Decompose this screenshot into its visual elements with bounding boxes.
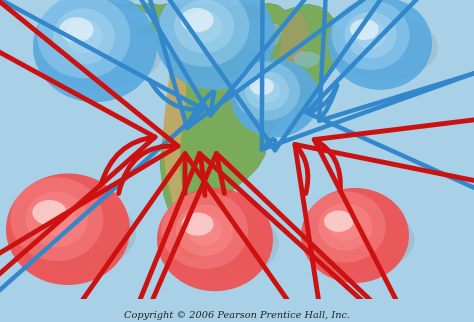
Ellipse shape: [174, 0, 234, 53]
Polygon shape: [293, 52, 320, 68]
Ellipse shape: [33, 0, 157, 102]
Ellipse shape: [301, 206, 415, 273]
FancyArrowPatch shape: [0, 0, 155, 322]
FancyArrowPatch shape: [81, 154, 462, 322]
FancyArrowPatch shape: [103, 0, 434, 128]
Ellipse shape: [157, 188, 273, 291]
Ellipse shape: [53, 9, 115, 64]
Ellipse shape: [245, 71, 289, 111]
Polygon shape: [278, 12, 308, 101]
Ellipse shape: [157, 208, 279, 280]
Ellipse shape: [10, 177, 103, 261]
Polygon shape: [163, 5, 186, 209]
Ellipse shape: [328, 15, 438, 80]
Ellipse shape: [32, 200, 66, 225]
Ellipse shape: [6, 174, 130, 285]
Ellipse shape: [65, 20, 102, 53]
Ellipse shape: [186, 10, 222, 43]
Ellipse shape: [234, 62, 300, 120]
Ellipse shape: [345, 12, 397, 58]
Ellipse shape: [328, 0, 432, 90]
Ellipse shape: [59, 17, 93, 42]
Ellipse shape: [26, 191, 88, 247]
Ellipse shape: [33, 12, 163, 90]
Ellipse shape: [38, 203, 75, 236]
Ellipse shape: [350, 19, 379, 40]
FancyArrowPatch shape: [295, 145, 474, 322]
Ellipse shape: [254, 79, 280, 103]
FancyArrowPatch shape: [0, 0, 178, 320]
Ellipse shape: [232, 75, 324, 130]
FancyArrowPatch shape: [54, 0, 403, 115]
Polygon shape: [100, 3, 340, 260]
FancyArrowPatch shape: [319, 0, 474, 121]
Ellipse shape: [231, 59, 319, 137]
Ellipse shape: [250, 78, 274, 95]
Ellipse shape: [355, 21, 386, 49]
Ellipse shape: [6, 194, 136, 272]
Ellipse shape: [159, 0, 249, 67]
Ellipse shape: [318, 203, 372, 251]
Ellipse shape: [37, 0, 130, 78]
FancyArrowPatch shape: [100, 0, 450, 150]
FancyArrowPatch shape: [72, 154, 451, 322]
Ellipse shape: [155, 0, 275, 90]
FancyArrowPatch shape: [307, 0, 474, 238]
Ellipse shape: [187, 215, 222, 246]
Ellipse shape: [324, 211, 354, 232]
Ellipse shape: [329, 213, 362, 241]
FancyArrowPatch shape: [314, 98, 474, 322]
Ellipse shape: [175, 204, 234, 256]
Ellipse shape: [161, 192, 248, 269]
FancyArrowPatch shape: [0, 0, 203, 312]
Polygon shape: [238, 19, 282, 52]
Ellipse shape: [182, 213, 214, 236]
Ellipse shape: [181, 8, 213, 32]
Ellipse shape: [305, 191, 386, 262]
Text: Copyright © 2006 Pearson Prentice Hall, Inc.: Copyright © 2006 Pearson Prentice Hall, …: [124, 311, 350, 320]
Ellipse shape: [301, 188, 409, 283]
FancyArrowPatch shape: [262, 0, 474, 149]
Ellipse shape: [332, 0, 410, 70]
FancyArrowPatch shape: [0, 154, 380, 322]
Ellipse shape: [155, 3, 281, 78]
